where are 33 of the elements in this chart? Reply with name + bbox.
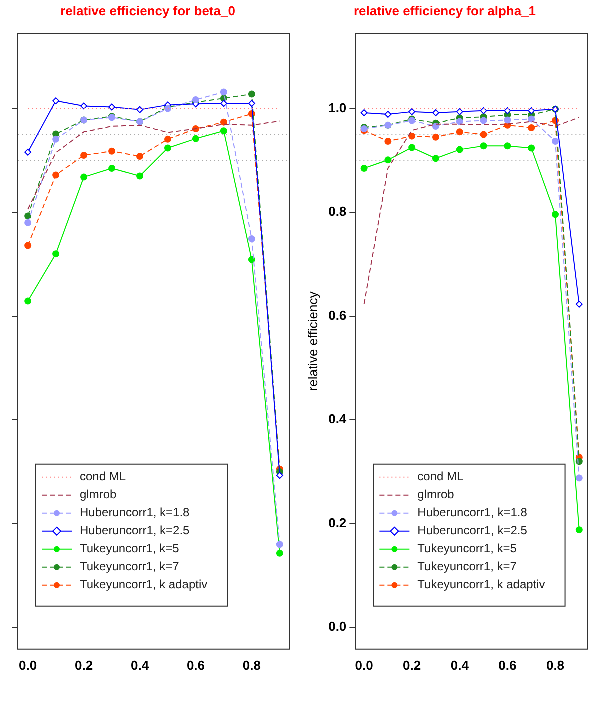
y-tick-label: 1.0 [328,100,347,116]
legend-label: Tukeyuncorr1, k=7 [418,560,518,574]
y-tick-label: 0.6 [328,308,347,323]
y-tick-label: 0.8 [328,204,347,220]
x-tick-label: 0.6 [498,658,517,673]
y-axis-title: relative efficiency [305,291,320,392]
legend-label: Tukeyuncorr1, k=5 [80,542,180,556]
legend-label: glmrob [418,488,455,502]
legend-label: Huberuncorr1, k=2.5 [80,524,190,538]
legend-label: Huberuncorr1, k=1.8 [80,506,190,520]
legend-label: glmrob [80,488,118,502]
y-tick-label: 0.2 [328,515,347,530]
x-tick-label: 0.4 [130,658,150,673]
x-tick-label: 0.2 [403,658,422,673]
x-tick-label: 0.8 [242,658,261,673]
x-tick-label: 0.4 [450,658,470,673]
y-tick-label: 0.0 [328,619,347,634]
y-tick-label: 0.4 [328,412,348,427]
chart-title: relative efficiency for alpha_1 [354,3,536,18]
legend-label: cond ML [418,470,464,484]
x-tick-label: 0.6 [186,658,206,673]
legend-label: Tukeyuncorr1, k=7 [80,560,180,574]
legend-label: Huberuncorr1, k=2.5 [418,524,528,538]
chart-title: relative efficiency for beta_0 [60,3,236,18]
legend-label: Tukeyuncorr1, k adaptiv [418,578,546,592]
legend-label: Huberuncorr1, k=1.8 [418,506,528,520]
legend-label: Tukeyuncorr1, k=5 [418,542,518,556]
x-tick-label: 0.2 [75,658,94,673]
legend-label: cond ML [80,470,126,484]
legend-label: Tukeyuncorr1, k adaptiv [80,578,208,592]
x-tick-label: 0.8 [546,658,565,673]
x-tick-label: 0.0 [355,658,374,673]
x-tick-label: 0.0 [19,658,38,673]
